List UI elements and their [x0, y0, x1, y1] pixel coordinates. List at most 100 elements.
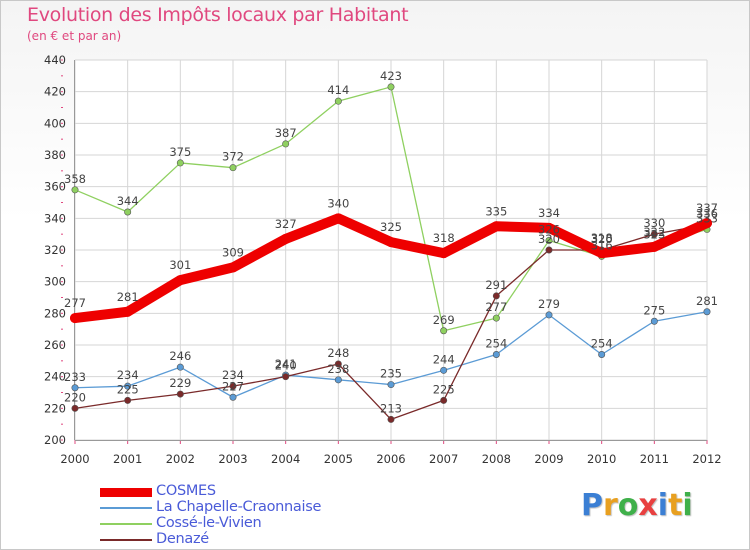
data-label: 234	[117, 368, 139, 382]
data-label: 372	[222, 150, 244, 164]
logo-letter: i	[682, 488, 693, 523]
data-label: 327	[275, 217, 297, 231]
data-point	[282, 140, 290, 148]
data-point	[492, 314, 500, 322]
legend-label: La Chapelle-Craonnaise	[156, 499, 322, 515]
data-label: 248	[327, 346, 349, 360]
x-tick-label: 2006	[376, 452, 405, 466]
data-label: 320	[591, 232, 613, 246]
data-label: 309	[222, 245, 244, 259]
data-point	[280, 233, 291, 244]
y-tick-label: 340	[44, 211, 66, 225]
data-point	[176, 363, 184, 371]
y-tick-label: 240	[44, 370, 66, 384]
data-point	[124, 396, 132, 404]
x-tick-label: 2007	[429, 452, 458, 466]
data-label: 233	[64, 370, 86, 384]
data-point	[386, 237, 396, 248]
data-label: 318	[591, 231, 613, 245]
data-point	[70, 313, 80, 324]
data-point	[387, 83, 395, 91]
data-label: 277	[64, 296, 86, 310]
y-tick-label: 440	[44, 53, 66, 67]
data-label: 234	[222, 368, 244, 382]
data-label: 225	[433, 382, 455, 396]
data-point	[440, 327, 448, 335]
y-tick-label: 220	[44, 401, 66, 415]
y-tick-label: 280	[44, 306, 66, 320]
data-label: 225	[117, 382, 139, 396]
logo-letter: x	[638, 488, 658, 523]
data-label: 375	[169, 145, 191, 159]
data-label: 275	[643, 303, 665, 317]
legend-swatch	[100, 539, 152, 541]
data-point	[176, 159, 184, 167]
y-tick-label: 420	[44, 85, 66, 99]
data-label: 320	[538, 232, 560, 246]
data-point	[650, 230, 658, 238]
legend-label: COSMES	[156, 483, 216, 499]
data-label: 254	[591, 337, 613, 351]
data-point	[333, 213, 344, 224]
data-point	[440, 396, 448, 404]
data-point	[598, 350, 606, 358]
data-point	[175, 275, 186, 286]
chart-subtitle: (en € et par an)	[27, 29, 122, 43]
x-tick-label: 2005	[324, 452, 353, 466]
logo-letter: r	[603, 488, 618, 523]
data-label: 277	[485, 300, 507, 314]
data-label: 340	[327, 196, 349, 210]
data-label: 336	[696, 207, 718, 221]
data-label: 235	[380, 367, 402, 381]
x-tick-label: 2001	[113, 452, 142, 466]
data-point	[492, 292, 500, 300]
y-tick-label: 400	[44, 116, 66, 130]
data-label: 227	[222, 379, 244, 393]
data-point	[491, 221, 502, 232]
data-label: 318	[433, 231, 455, 245]
data-point	[124, 208, 132, 216]
data-label: 326	[538, 223, 560, 237]
data-label: 333	[696, 211, 718, 225]
data-point	[122, 306, 133, 317]
data-label: 334	[538, 206, 560, 220]
data-label: 244	[433, 352, 455, 366]
data-label: 279	[538, 297, 560, 311]
proxiti-logo: Proxiti	[581, 488, 693, 523]
data-label: 246	[169, 349, 191, 363]
data-point	[176, 390, 184, 398]
data-point	[229, 164, 237, 172]
legend-item: COSMES	[100, 483, 360, 500]
data-label: 322	[643, 225, 665, 239]
data-point	[438, 248, 449, 259]
x-tick-label: 2011	[640, 452, 669, 466]
data-point	[229, 382, 237, 390]
data-label: 316	[591, 238, 613, 252]
data-label: 213	[380, 401, 402, 415]
data-point	[649, 241, 660, 252]
y-tick-label: 320	[44, 243, 66, 257]
data-point	[596, 248, 607, 259]
data-point	[545, 246, 553, 254]
y-tick-label: 300	[44, 275, 66, 289]
data-point	[650, 317, 658, 325]
legend-swatch	[100, 523, 152, 525]
y-tick-label: 200	[44, 433, 66, 447]
data-label: 387	[275, 126, 297, 140]
data-label: 281	[696, 294, 718, 308]
data-label: 344	[117, 194, 139, 208]
data-label: 291	[485, 278, 507, 292]
logo-letter: o	[617, 488, 639, 523]
x-tick-label: 2012	[692, 452, 721, 466]
x-tick-label: 2008	[482, 452, 511, 466]
data-label: 330	[643, 216, 665, 230]
chart-legend: COSMES La Chapelle-Craonnaise Cossé-le-Viv…	[100, 483, 360, 548]
x-tick-label: 2003	[218, 452, 247, 466]
x-tick-label: 2009	[534, 452, 563, 466]
data-label: 301	[169, 258, 191, 272]
data-label: 358	[64, 172, 86, 186]
data-point	[124, 382, 132, 390]
data-point	[492, 350, 500, 358]
data-label: 241	[275, 357, 297, 371]
